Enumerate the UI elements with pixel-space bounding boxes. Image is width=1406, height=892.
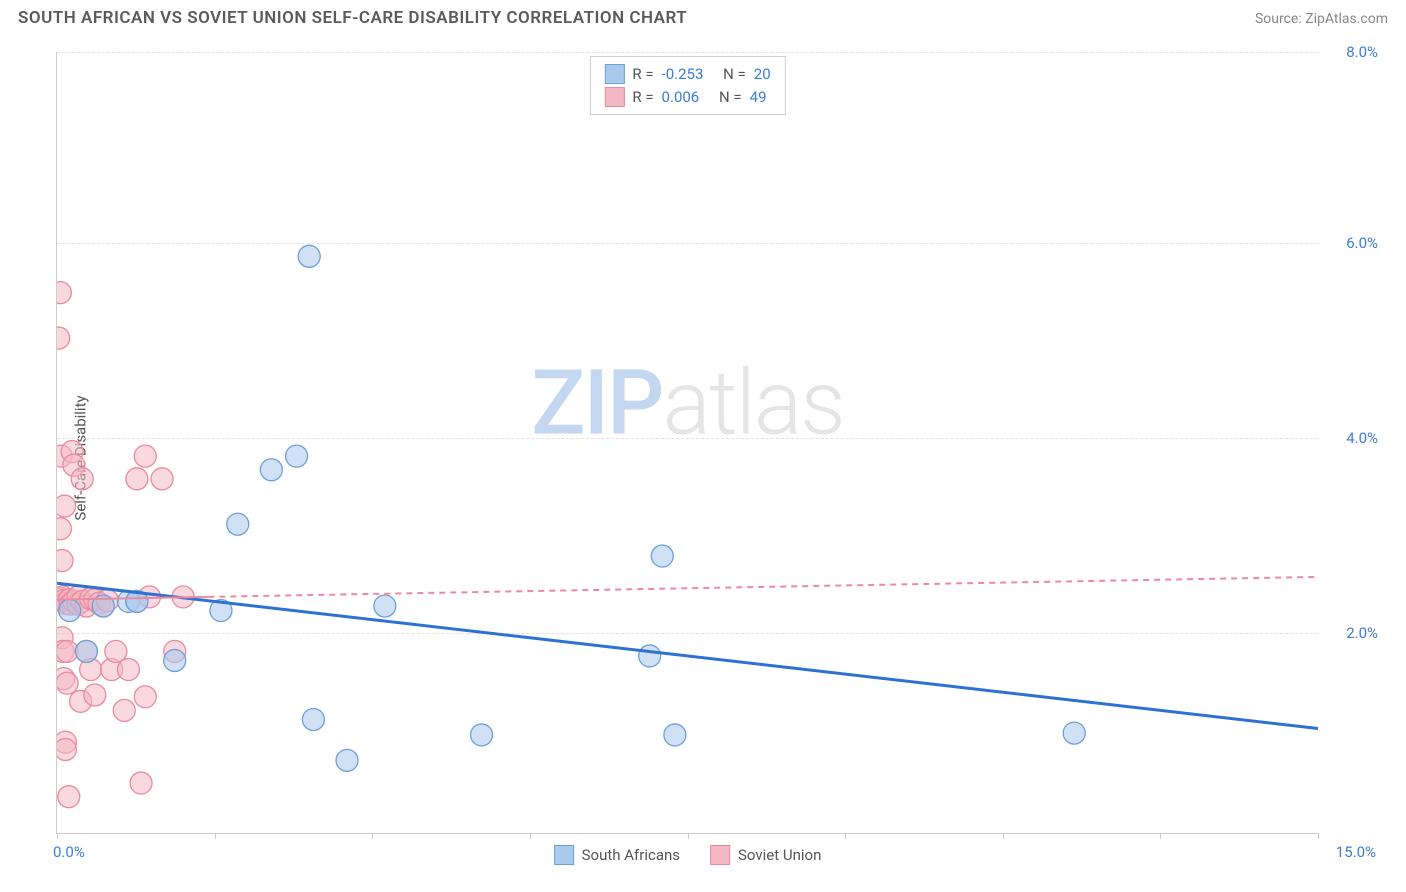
scatter-point [227, 513, 249, 535]
scatter-point [57, 550, 73, 572]
legend-item: Soviet Union [710, 845, 821, 865]
scatter-point [639, 645, 661, 667]
chart-title: SOUTH AFRICAN VS SOVIET UNION SELF-CARE … [18, 8, 687, 28]
scatter-point [57, 282, 71, 304]
header: SOUTH AFRICAN VS SOVIET UNION SELF-CARE … [0, 0, 1406, 32]
scatter-point [75, 640, 97, 662]
legend-swatch [604, 64, 624, 84]
scatter-point [57, 518, 71, 540]
legend-stats-row: R = -0.253 N = 20 [604, 63, 770, 86]
source-label: Source: [1255, 11, 1302, 27]
scatter-point [298, 245, 320, 267]
scatter-point [130, 772, 152, 794]
legend-swatch [554, 845, 574, 865]
plot-area: ZIPatlas R = -0.253 N = 20 R = 0.006 N =… [56, 52, 1318, 834]
legend-swatch [710, 845, 730, 865]
scatter-point [57, 672, 78, 694]
r-label: R = [632, 86, 653, 109]
x-tick-mark [57, 833, 58, 839]
chart-container: Self-Care Disability ZIPatlas R = -0.253… [18, 42, 1388, 874]
x-tick-mark [530, 833, 531, 839]
scatter-point [58, 786, 80, 808]
x-tick-mark [1318, 833, 1319, 839]
legend-stats: R = -0.253 N = 20 R = 0.006 N = 49 [589, 56, 785, 115]
scatter-point [57, 327, 70, 349]
y-tick-label: 4.0% [1323, 429, 1378, 447]
scatter-point [651, 545, 673, 567]
scatter-point [336, 749, 358, 771]
r-value: -0.253 [662, 63, 704, 86]
scatter-point [374, 595, 396, 617]
scatter-point [126, 468, 148, 490]
legend-swatch [604, 87, 624, 107]
legend-label: South Africans [582, 846, 680, 864]
x-tick-label: 0.0% [53, 843, 85, 861]
x-tick-mark [372, 833, 373, 839]
scatter-point [59, 600, 81, 622]
scatter-point [664, 724, 686, 746]
source-value: ZipAtlas.com [1305, 11, 1388, 27]
scatter-point [286, 445, 308, 467]
scatter-point [117, 659, 139, 681]
scatter-point [71, 468, 93, 490]
x-tick-mark [215, 833, 216, 839]
scatter-point [134, 445, 156, 467]
n-label: N = [723, 63, 746, 86]
r-label: R = [632, 63, 653, 86]
source-attribution: Source: ZipAtlas.com [1255, 11, 1388, 27]
legend-item: South Africans [554, 845, 680, 865]
scatter-point [113, 699, 135, 721]
n-label: N = [719, 86, 742, 109]
trend-line [208, 577, 1318, 597]
scatter-point [1063, 722, 1085, 744]
scatter-svg-layer [57, 52, 1318, 833]
x-tick-label: 15.0% [1336, 843, 1376, 861]
scatter-point [151, 468, 173, 490]
y-tick-label: 6.0% [1323, 234, 1378, 252]
n-value: 20 [754, 63, 771, 86]
scatter-point [84, 684, 106, 706]
scatter-point [471, 724, 493, 746]
legend-stats-row: R = 0.006 N = 49 [604, 86, 770, 109]
y-tick-label: 8.0% [1323, 43, 1378, 61]
x-tick-mark [845, 833, 846, 839]
y-tick-label: 2.0% [1323, 624, 1378, 642]
scatter-point [260, 459, 282, 481]
legend-series: South Africans Soviet Union [554, 845, 822, 865]
scatter-point [164, 649, 186, 671]
x-tick-mark [1160, 833, 1161, 839]
legend-label: Soviet Union [738, 846, 821, 864]
scatter-point [57, 738, 76, 760]
scatter-point [134, 686, 156, 708]
trend-line [57, 583, 1318, 728]
scatter-point [57, 495, 76, 517]
r-value: 0.006 [662, 86, 700, 109]
x-tick-mark [688, 833, 689, 839]
scatter-point [302, 708, 324, 730]
n-value: 49 [750, 86, 767, 109]
x-tick-mark [1003, 833, 1004, 839]
